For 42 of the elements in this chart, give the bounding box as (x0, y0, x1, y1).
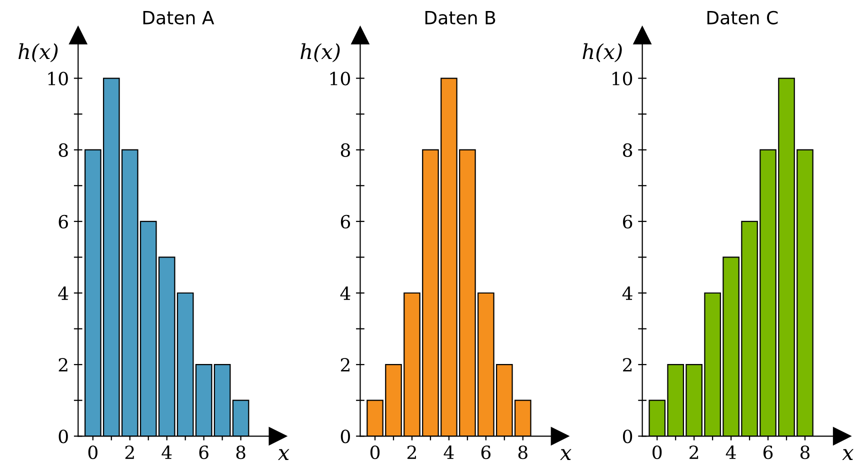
x-tick-label: 6 (763, 445, 773, 460)
y-tick-label: 6 (58, 214, 68, 229)
y-axis-title: h(x) (18, 43, 58, 62)
x-tick-label: 0 (88, 445, 98, 460)
x-tick-label: 6 (481, 445, 491, 460)
x-tick-label: 0 (370, 445, 380, 460)
y-tick-label: 8 (340, 143, 350, 157)
y-tick-label: 10 (330, 72, 350, 86)
x-tick-label: 4 (726, 445, 736, 459)
x-axis-title: x (278, 449, 290, 460)
x-tick-label: 8 (518, 445, 528, 460)
y-tick-label: 8 (58, 143, 68, 157)
x-tick-label: 2 (407, 445, 416, 459)
y-tick-label: 2 (340, 358, 350, 372)
y-tick-label: 2 (623, 358, 632, 372)
y-tick-label: 10 (612, 72, 632, 86)
y-tick-label: 2 (58, 358, 68, 372)
x-axis-title: x (842, 449, 854, 460)
y-tick-label: 0 (622, 430, 632, 444)
y-tick-label: 10 (48, 72, 68, 86)
x-tick-label: 8 (236, 445, 246, 460)
x-axis-title: x (560, 449, 572, 460)
y-tick-label: 0 (58, 430, 68, 444)
y-tick-label: 4 (58, 286, 68, 300)
y-tick-label: 4 (622, 286, 632, 300)
y-tick-label: 4 (340, 286, 350, 300)
x-tick-label: 2 (125, 445, 134, 459)
x-tick-label: 4 (162, 445, 172, 459)
chart-title: Daten B (425, 11, 496, 24)
chart-title: Daten C (707, 10, 778, 24)
x-tick-label: 8 (800, 445, 810, 460)
x-tick-label: 6 (199, 445, 208, 460)
y-axis-title: h(x) (300, 43, 340, 62)
y-tick-label: 8 (623, 143, 632, 157)
y-tick-label: 6 (340, 214, 350, 229)
x-tick-label: 4 (444, 445, 454, 459)
x-tick-label: 0 (652, 445, 662, 460)
x-tick-label: 2 (690, 445, 698, 459)
chart-title: Daten A (143, 11, 214, 24)
y-tick-label: 0 (340, 430, 350, 444)
y-tick-label: 6 (623, 214, 632, 229)
y-axis-title: h(x) (582, 43, 622, 62)
